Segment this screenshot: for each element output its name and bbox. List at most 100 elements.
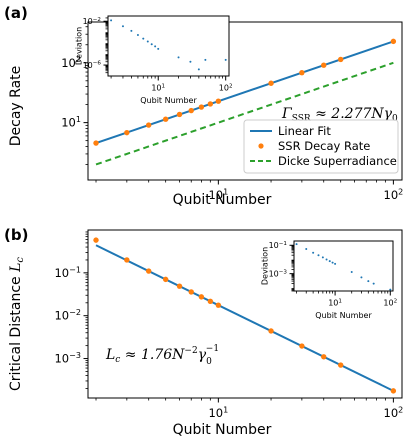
panel-a-inset-point-6 — [150, 43, 153, 46]
panel-a-inset-ylabel: Deviation — [75, 27, 84, 65]
panel-b-series-ssr-decay-rate-point-9 — [268, 328, 274, 334]
panel-a-inset-x-tick-label-1-base: 10 — [219, 84, 229, 93]
panel-b-frame — [87, 229, 403, 399]
panel-b-inset-x-tick-label-1-base: 10 — [383, 299, 393, 308]
panel-b-series-ssr-decay-rate-point-2 — [145, 268, 152, 274]
panel-b-inset-point-11 — [367, 280, 370, 283]
panel-b-x-tick-label-1-exp: 2 — [398, 405, 403, 414]
panel-a-y-tick-label-1-base: 10 — [61, 56, 76, 70]
panel-a-y-tick-label-1-exp: 2 — [76, 55, 81, 64]
panel-a-series-ssr-decay-rate-point-11 — [321, 62, 327, 68]
panel-a-inset-frame — [107, 15, 230, 77]
panel-b-inset-y-tick-label-0-base: 10 — [269, 241, 279, 250]
panel-b-inset-y-tick-label-0: 10−1 — [269, 241, 288, 250]
panel-b-ylabel-text: Critical Distance — [8, 272, 24, 391]
panel-b-inset-point-13 — [389, 288, 392, 291]
panel-b-series-linear-fit-line — [95, 244, 394, 392]
panel-b-series-ssr-decay-rate-point-4 — [176, 283, 183, 289]
panel-a-series-ssr-decay-rate-point-9 — [268, 80, 274, 86]
panel-b-ylabel-math: L — [8, 263, 24, 273]
panel-a-inset-y-tick-label-1-exp: −6 — [93, 61, 102, 67]
panel-b-inset-point-8 — [334, 262, 337, 265]
panel-b-x-tick-label-0-base: 10 — [208, 406, 223, 420]
panel-a-inset-y-tick-label-0-base: 10 — [83, 17, 93, 26]
panel-b-inset-y-tick-label-1-exp: −3 — [279, 269, 288, 275]
panel-b-series-ssr-decay-rate-point-0 — [93, 237, 99, 243]
panel-a-series-ssr-decay-rate-point-2 — [145, 122, 152, 128]
panel-b-inset-point-2 — [312, 251, 315, 254]
panel-a-inset-point-1 — [121, 25, 124, 28]
panel-a-inset-point-13 — [224, 58, 227, 61]
panel-a-inset-point-8 — [157, 47, 160, 50]
panel-a-inset-x-tick-label-1-exp: 2 — [229, 83, 233, 89]
panel-a-x-tick-label-1-exp: 2 — [398, 187, 403, 196]
panel-b-series-ssr-decay-rate-point-11 — [321, 354, 327, 360]
panel-a-inset-xlabel: Qubit Number — [140, 96, 197, 105]
panel-b-series-ssr-decay-rate-point-1 — [124, 257, 130, 263]
panel-b-inset-point-5 — [325, 258, 328, 261]
panel-b-annotation-lhs: L — [105, 347, 115, 363]
panel-b-xlabel: Qubit Number — [173, 422, 272, 438]
panel-a-label: (a) — [4, 4, 28, 22]
panel-a-series-ssr-decay-rate-point-6 — [198, 104, 205, 110]
panel-a-inset-background — [108, 16, 229, 76]
panel-b-series-ssr-decay-rate-point-12 — [337, 362, 344, 368]
panel-b-series-ssr-decay-rate-point-8 — [215, 302, 222, 308]
legend-label-ssr: SSR Decay Rate — [278, 139, 370, 153]
panel-a-inset-point-7 — [154, 45, 157, 48]
panel-a-series-ssr-decay-rate-point-0 — [93, 140, 99, 146]
panel-a-x-tick-label-0: 101 — [208, 187, 228, 202]
panel-b-inset-y-tick-label-1: 10−3 — [269, 269, 288, 278]
panel-b-inset-point-1 — [305, 247, 308, 250]
panel-a-y-tick-label-0-exp: 1 — [76, 115, 81, 124]
panel-a-annotation-rhs: ≈ 2.277Nγ — [311, 106, 393, 122]
panel-b-y-tick-label-1-base: 10 — [54, 309, 69, 323]
panel-a-inset-point-11 — [197, 68, 200, 71]
panel-b-series-ssr-decay-rate-point-3 — [162, 276, 169, 283]
panel-b-annotation-rhs: ≈ 1.76N — [120, 347, 185, 363]
panel-a-xlabel: Qubit Number — [173, 192, 272, 208]
panel-b-y-tick-label-2-exp: −3 — [69, 351, 81, 360]
panel-b-y-tick-label-0-base: 10 — [54, 266, 69, 280]
panel-b-y-tick-label-2-base: 10 — [54, 352, 69, 366]
panel-b-inset-point-6 — [328, 260, 331, 263]
panel-b-inset-point-12 — [372, 282, 375, 285]
panel-b-inset-point-4 — [321, 256, 324, 259]
panel-a-series-ssr-decay-rate-point-4 — [176, 111, 183, 118]
panel-b-x-tick-label-0-exp: 1 — [223, 405, 228, 414]
panel-a-inset-y-tick-label-1: 10−6 — [83, 61, 102, 70]
panel-a-inset-point-9 — [177, 56, 180, 59]
panel-b-y-tick-label-1-exp: −2 — [69, 308, 81, 317]
panel-b-x-tick-label-1: 102 — [384, 405, 404, 420]
panel-a-series-ssr-decay-rate-point-5 — [188, 107, 194, 114]
panel-a-series-ssr-decay-rate-point-3 — [162, 116, 169, 122]
panel-a-series-ssr-decay-rate-point-8 — [215, 98, 222, 104]
panel-b-inset-point-7 — [331, 261, 334, 264]
panel-b-ylabel-sub: c — [15, 257, 26, 263]
panel-a-ylabel: Decay Rate — [8, 66, 24, 147]
panel-b-series-ssr-decay-rate-point-7 — [207, 298, 214, 304]
panel-b-series-ssr-decay-rate-point-5 — [188, 289, 194, 295]
panel-a-inset-x-tick-label-1: 102 — [219, 83, 233, 92]
panel-a-inset-point-0 — [110, 19, 113, 22]
panel-b-y-tick-label-0-exp: −1 — [69, 265, 81, 274]
panel-b-inset-y-tick-label-0-exp: −1 — [279, 241, 288, 247]
panel-b-y-tick-label-0: 10−1 — [54, 265, 81, 280]
panel-b-inset-point-10 — [360, 276, 363, 279]
panel-a-inset-y-tick-label-1-base: 10 — [83, 61, 93, 70]
panel-a-series-ssr-decay-rate-point-7 — [207, 101, 214, 107]
panel-a-annotation-rhs-sub: 0 — [392, 114, 398, 124]
panel-a-inset-point-2 — [130, 29, 133, 32]
panel-a-series-ssr-decay-rate-point-10 — [299, 69, 305, 76]
panel-b-y-tick-label-1: 10−2 — [54, 308, 81, 323]
panel-a-y-tick-label-0: 101 — [61, 115, 81, 130]
panel-a-x-tick-label-0-exp: 1 — [223, 187, 228, 196]
panel-b-series-ssr-decay-rate-point-13 — [390, 388, 397, 394]
panel-a-annotation: ΓSSR ≈ 2.277Nγ0 — [281, 106, 398, 124]
panel-b-inset-xlabel: Qubit Number — [315, 311, 372, 320]
panel-a-inset-point-4 — [142, 37, 145, 40]
legend-swatch-ssr — [258, 143, 264, 149]
panel-a-series-dicke-superradiance-line — [95, 61, 394, 166]
panel-a-x-tick-label-1: 102 — [384, 187, 404, 202]
